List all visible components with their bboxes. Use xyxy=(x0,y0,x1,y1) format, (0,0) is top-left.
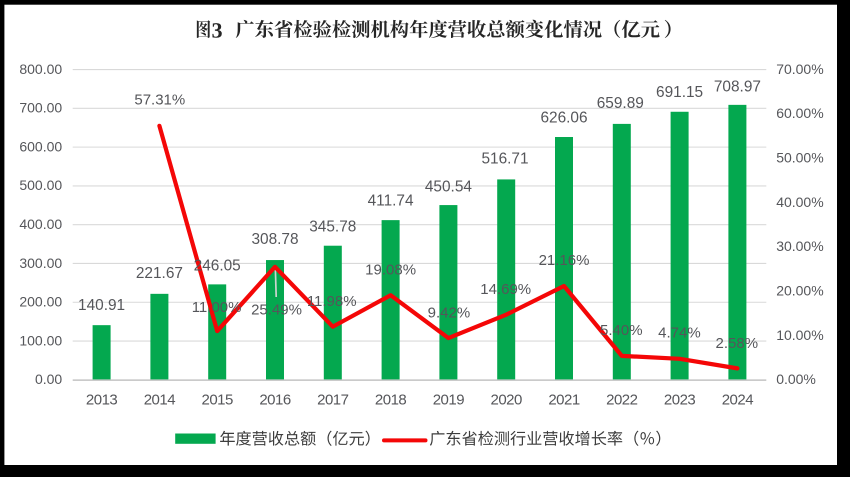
svg-text:2019: 2019 xyxy=(433,392,465,409)
svg-text:2022: 2022 xyxy=(606,392,638,409)
svg-text:2023: 2023 xyxy=(664,392,696,409)
svg-text:21.16%: 21.16% xyxy=(539,252,590,269)
svg-text:5.40%: 5.40% xyxy=(600,322,643,339)
svg-text:659.89: 659.89 xyxy=(597,95,644,112)
svg-text:19.08%: 19.08% xyxy=(365,262,416,279)
svg-text:450.54: 450.54 xyxy=(425,178,473,195)
svg-text:0.00%: 0.00% xyxy=(776,371,816,387)
svg-text:700.00: 700.00 xyxy=(19,100,62,116)
svg-text:400.00: 400.00 xyxy=(19,216,62,232)
svg-text:411.74: 411.74 xyxy=(368,192,414,209)
svg-text:20.00%: 20.00% xyxy=(776,283,823,299)
svg-text:0.00: 0.00 xyxy=(35,371,62,387)
svg-text:708.97: 708.97 xyxy=(714,79,761,96)
svg-text:40.00%: 40.00% xyxy=(776,194,823,210)
svg-text:2021: 2021 xyxy=(548,392,580,409)
svg-text:4.74%: 4.74% xyxy=(658,325,701,342)
svg-text:9.42%: 9.42% xyxy=(428,305,471,322)
svg-text:2020: 2020 xyxy=(491,392,523,409)
svg-text:626.06: 626.06 xyxy=(540,110,587,127)
svg-text:25.49%: 25.49% xyxy=(251,302,302,319)
svg-text:70.00%: 70.00% xyxy=(776,61,823,77)
svg-text:308.78: 308.78 xyxy=(251,231,298,248)
svg-text:2017: 2017 xyxy=(317,392,349,409)
svg-text:2013: 2013 xyxy=(86,392,118,409)
svg-text:10.00%: 10.00% xyxy=(776,327,823,343)
svg-text:14.69%: 14.69% xyxy=(480,281,531,298)
svg-text:800.00: 800.00 xyxy=(19,61,62,77)
svg-text:100.00: 100.00 xyxy=(19,332,62,348)
svg-text:500.00: 500.00 xyxy=(19,177,62,193)
svg-text:11.98%: 11.98% xyxy=(307,293,357,310)
svg-text:516.71: 516.71 xyxy=(481,150,528,167)
svg-text:691.15: 691.15 xyxy=(656,84,703,101)
svg-text:221.67: 221.67 xyxy=(136,265,183,282)
svg-text:600.00: 600.00 xyxy=(19,138,62,154)
svg-text:246.05: 246.05 xyxy=(194,257,241,274)
svg-text:200.00: 200.00 xyxy=(19,294,62,310)
svg-text:2014: 2014 xyxy=(144,392,176,409)
svg-text:57.31%: 57.31% xyxy=(134,92,185,109)
svg-text:300.00: 300.00 xyxy=(19,255,62,271)
svg-text:2016: 2016 xyxy=(259,392,291,409)
svg-text:2018: 2018 xyxy=(375,392,407,409)
svg-text:50.00%: 50.00% xyxy=(776,150,823,166)
svg-text:140.91: 140.91 xyxy=(78,297,125,314)
svg-text:345.78: 345.78 xyxy=(309,219,356,236)
svg-text:2024: 2024 xyxy=(722,392,754,409)
svg-text:2.58%: 2.58% xyxy=(716,335,759,352)
svg-text:11.00%: 11.00% xyxy=(192,299,242,316)
svg-text:60.00%: 60.00% xyxy=(776,105,823,121)
svg-text:30.00%: 30.00% xyxy=(776,238,823,254)
svg-text:2015: 2015 xyxy=(202,392,234,409)
